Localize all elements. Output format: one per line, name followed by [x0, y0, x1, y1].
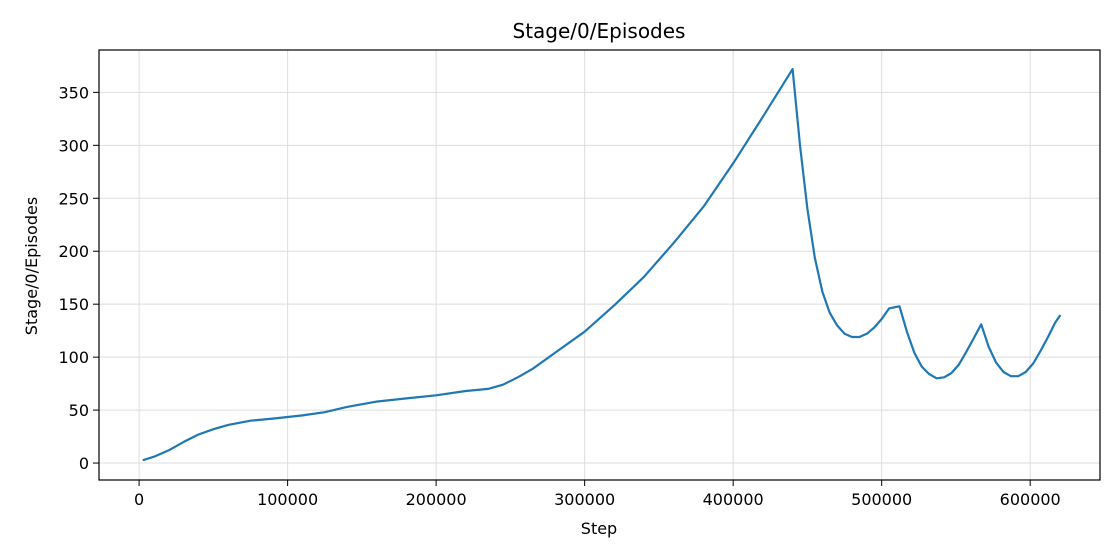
x-tick-label: 100000: [257, 490, 318, 509]
x-tick-label: 600000: [1000, 490, 1061, 509]
x-tick-label: 200000: [406, 490, 467, 509]
y-tick-label: 50: [69, 401, 89, 420]
y-tick-label: 250: [58, 189, 89, 208]
x-tick-label: 0: [134, 490, 144, 509]
x-tick-label: 500000: [851, 490, 912, 509]
y-axis-title: Stage/0/Episodes: [22, 197, 41, 335]
y-tick-label: 150: [58, 295, 89, 314]
y-tick-label: 350: [58, 83, 89, 102]
y-tick-label: 100: [58, 348, 89, 367]
plot-frame: [98, 49, 1101, 481]
y-axis: 0 50 100 150 200 250 300 350: [58, 83, 99, 473]
y-tick-label: 300: [58, 136, 89, 155]
y-tick-label: 200: [58, 242, 89, 261]
x-tick-label: 400000: [703, 490, 764, 509]
x-tick-label: 300000: [554, 490, 615, 509]
y-tick-label: 0: [79, 454, 89, 473]
x-axis: 0 100000 200000 300000 400000 500000 600000: [134, 480, 1061, 509]
grid-lines: [99, 50, 1100, 480]
series-line: [142, 67, 1062, 461]
x-axis-title: Step: [581, 519, 617, 538]
series-group: [142, 67, 1062, 461]
chart-title: Stage/0/Episodes: [513, 19, 686, 43]
